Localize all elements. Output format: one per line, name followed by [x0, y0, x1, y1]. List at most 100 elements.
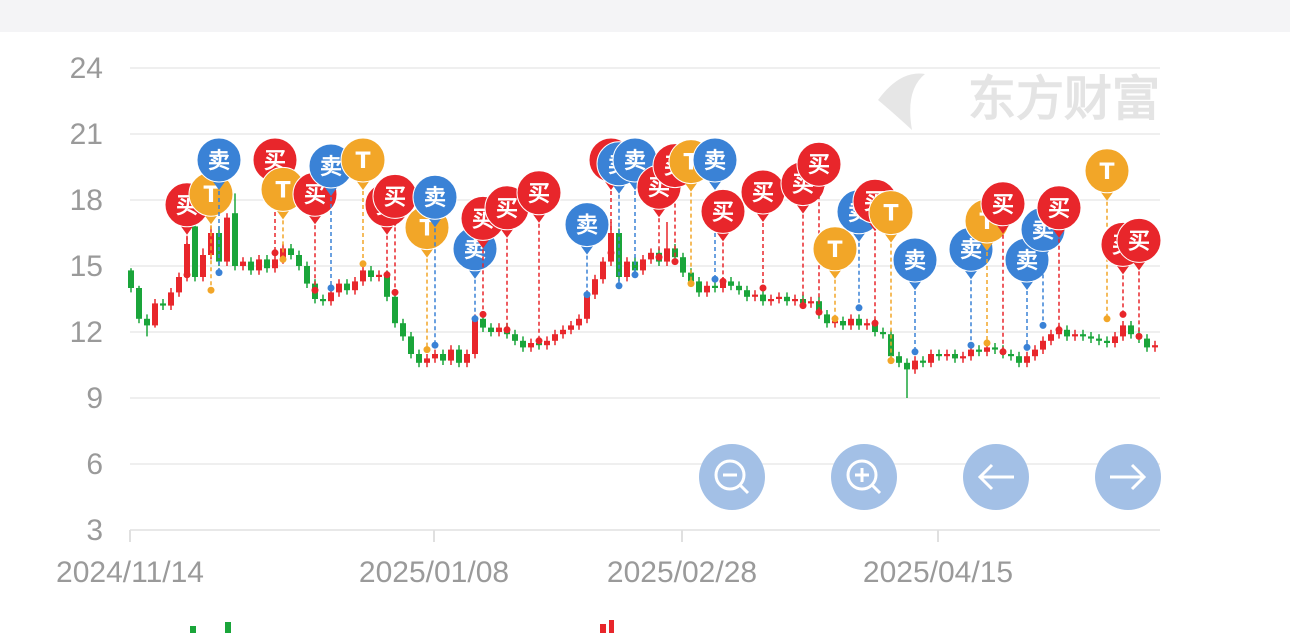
- marker-label: T: [275, 178, 290, 203]
- marker-dot: [983, 339, 991, 347]
- candle-body: [1112, 336, 1118, 343]
- marker-balloon: [892, 237, 938, 283]
- candle-body: [960, 356, 966, 359]
- y-tick-label: 21: [70, 118, 103, 151]
- marker-label: 买: [528, 182, 550, 207]
- marker-dot: [631, 271, 639, 279]
- pan-left-button[interactable]: [963, 444, 1029, 510]
- candle-body: [224, 217, 230, 262]
- marker-label: T: [419, 217, 434, 242]
- candle-body: [592, 279, 598, 295]
- candle-body: [520, 340, 526, 348]
- marker-balloon: [1036, 185, 1082, 231]
- marker-dot: [479, 310, 487, 318]
- candle-body: [328, 292, 334, 302]
- candle-body: [1120, 325, 1126, 337]
- marker-balloon: [812, 226, 858, 272]
- candle-body: [600, 261, 606, 280]
- candle-body: [376, 274, 382, 277]
- marker-dot: [1023, 343, 1031, 351]
- candle-body: [432, 354, 438, 359]
- y-tick-label: 24: [70, 52, 103, 85]
- candle-body: [904, 362, 910, 370]
- marker-dot: [391, 288, 399, 296]
- marker-balloon: [196, 137, 242, 183]
- marker-dot: [383, 271, 391, 279]
- candle-body: [952, 354, 958, 359]
- candle-body: [368, 270, 374, 277]
- candle-body: [792, 299, 798, 302]
- y-tick-label: 18: [70, 184, 103, 217]
- marker-dot: [1119, 310, 1127, 318]
- marker-balloon: [692, 137, 738, 183]
- candle-body: [728, 281, 734, 286]
- candle-body: [168, 292, 174, 306]
- marker-label: 买: [712, 200, 734, 225]
- candle-body: [1088, 336, 1094, 339]
- candle-body: [320, 299, 326, 302]
- marker-dot: [831, 315, 839, 323]
- marker-dot: [815, 308, 823, 316]
- marker-dot: [999, 348, 1007, 356]
- candle-body: [408, 336, 414, 354]
- candle-body: [640, 259, 646, 271]
- marker-balloon: [1084, 148, 1130, 194]
- candle-body: [176, 277, 182, 293]
- candle-body: [584, 294, 590, 319]
- candle-body: [416, 354, 422, 363]
- marker-dot: [719, 277, 727, 285]
- marker-dot: [855, 304, 863, 312]
- pan-right-button[interactable]: [1095, 444, 1161, 510]
- candle-body: [1016, 356, 1022, 363]
- candle-body: [248, 261, 254, 271]
- candle-body: [544, 340, 550, 346]
- zoom-out-button[interactable]: [699, 444, 765, 510]
- marker-label: 买: [384, 185, 406, 210]
- candle-body: [1024, 356, 1030, 363]
- candle-body: [272, 259, 278, 269]
- candle-body: [448, 349, 454, 361]
- y-tick-label: 12: [70, 316, 103, 349]
- marker-dot: [423, 346, 431, 354]
- y-tick-label: 9: [86, 382, 103, 415]
- candle-body: [1128, 325, 1134, 335]
- candle-body: [760, 294, 766, 302]
- marker-dot: [207, 286, 215, 294]
- marker-label: 卖: [320, 154, 342, 180]
- candle-body: [208, 233, 214, 255]
- candle-body: [824, 314, 830, 324]
- candle-body: [240, 261, 246, 266]
- marker-balloon: [1116, 217, 1162, 263]
- marker-label: 卖: [208, 148, 230, 174]
- candle-body: [872, 323, 878, 332]
- candle-body: [680, 257, 686, 273]
- candle-body: [144, 318, 150, 326]
- marker-balloon: [868, 190, 914, 236]
- candle-body: [424, 358, 430, 363]
- candle-body: [552, 334, 558, 341]
- candle-body: [848, 318, 854, 326]
- candle-body: [880, 332, 886, 335]
- candle-body: [136, 288, 142, 319]
- marker-dot: [887, 357, 895, 365]
- candle-body: [576, 318, 582, 326]
- candle-body: [1152, 345, 1158, 348]
- candle-body: [480, 318, 486, 328]
- marker-label: T: [203, 183, 218, 208]
- marker-balloon: [412, 174, 458, 220]
- candle-body: [1064, 329, 1070, 337]
- marker-label: 买: [1048, 197, 1070, 222]
- x-tick-label: 2024/11/14: [56, 556, 204, 589]
- candle-body: [616, 233, 622, 277]
- marker-label: 卖: [1016, 248, 1038, 274]
- candle-body: [456, 349, 462, 363]
- marker-dot: [615, 282, 623, 290]
- candle-body: [496, 327, 502, 332]
- marker-label: 卖: [424, 185, 446, 211]
- candle-body: [1072, 334, 1078, 337]
- candle-body: [664, 248, 670, 262]
- candle-body: [304, 266, 310, 284]
- x-tick-label: 2025/04/15: [863, 556, 1013, 589]
- zoom-in-button[interactable]: [831, 444, 897, 510]
